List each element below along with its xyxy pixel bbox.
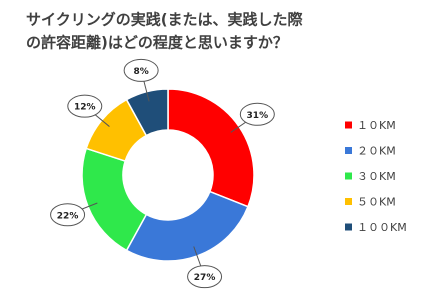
callout-bubble [123, 58, 159, 82]
legend-label: １０KM [357, 119, 396, 132]
callout-bubble [239, 102, 275, 126]
data-label: 27% [194, 273, 216, 283]
data-label: 22% [57, 211, 79, 221]
donut-slice [125, 88, 169, 137]
data-label: 31% [247, 111, 269, 121]
legend-label: ３０KM [357, 170, 396, 183]
donut-slice [125, 190, 249, 262]
legend-swatch [345, 172, 352, 180]
donut-slice [167, 88, 255, 208]
chart-title: の許容距離)はどの程度と思いますか？ [26, 34, 288, 52]
data-label: 8% [134, 67, 149, 77]
legend-label: １００KM [357, 221, 407, 234]
legend-swatch [345, 121, 352, 129]
legend-swatch [345, 198, 352, 205]
chart-title: サイクリングの実践(または、実践した際 [26, 11, 304, 29]
legend-swatch [345, 147, 352, 154]
callout-bubble [187, 265, 223, 289]
legend-label: ２０KM [357, 145, 396, 158]
legend-swatch [345, 223, 352, 231]
legend-label: ５０KM [357, 196, 396, 209]
callout-bubble [67, 94, 103, 118]
callout-bubble [50, 203, 86, 227]
data-label: 12% [74, 103, 96, 113]
